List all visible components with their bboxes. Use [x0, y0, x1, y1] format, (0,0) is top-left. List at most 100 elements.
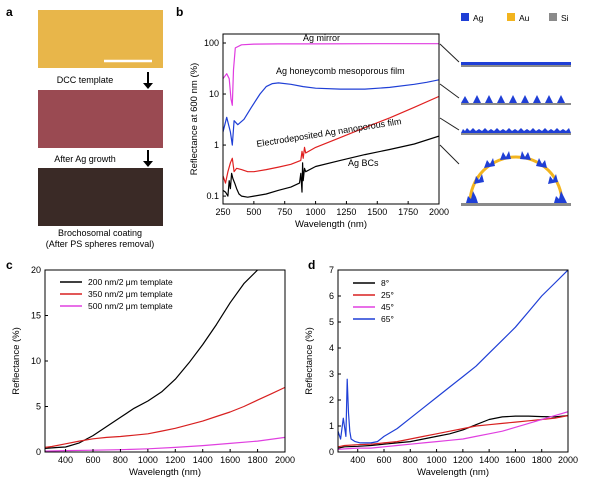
- step-label-dcc-template: DCC template: [57, 75, 114, 85]
- photo-dcc-template: [38, 10, 163, 68]
- photo-after-ag-growth: [38, 90, 163, 148]
- panel-c-letter: c: [6, 258, 13, 272]
- panel-b: b 250 500 750 1000 1250 1500 1750 2000 0.1 1 10 100…: [176, 5, 571, 230]
- legend-label: 500 nm/2 μm template: [88, 301, 173, 311]
- down-arrow-icon: [143, 72, 153, 89]
- connector-line: [439, 144, 460, 165]
- x-tick-label: 1500: [367, 207, 387, 217]
- legend-label: 25°: [381, 290, 394, 300]
- series-line-1-1: [45, 386, 285, 448]
- series-line-0-1: [223, 79, 439, 146]
- panel-d-letter: d: [308, 258, 315, 272]
- series-line-1-2: [45, 436, 285, 452]
- x-tick-label: 1800: [532, 455, 552, 465]
- ag-cluster: [474, 174, 484, 184]
- plot-frame: [337, 269, 569, 453]
- ag-nanoporous-layer: [461, 128, 571, 133]
- x-tick-label: 400: [58, 455, 73, 465]
- y-tick-label: 6: [329, 291, 334, 301]
- panel-d: d 400 600 800 1000 1200 1400 1600 1800 200001234…: [304, 258, 578, 478]
- y-tick-label: 0: [329, 447, 334, 457]
- step-label-brochosomal-coating: Brochosomal coating: [58, 228, 142, 238]
- y-tick-label: 0.1: [206, 191, 219, 201]
- x-axis-title: Wavelength (nm): [295, 219, 367, 230]
- series-line-2-0: [338, 415, 568, 449]
- schematic-honeycomb: [461, 95, 571, 105]
- x-tick-label: 750: [277, 207, 292, 217]
- schematic-ag-mirror: [461, 62, 571, 65]
- y-tick-label: 20: [31, 265, 41, 275]
- legend-au: Au: [519, 13, 530, 23]
- legend-label: 8°: [381, 278, 389, 288]
- x-tick-label: 1000: [427, 455, 447, 465]
- ag-cluster: [548, 174, 558, 184]
- y-tick-label: 5: [329, 317, 334, 327]
- legend-si: Si: [561, 13, 569, 23]
- series-line-2-1: [338, 415, 568, 448]
- legend-label: 65°: [381, 314, 394, 324]
- x-tick-label: 1800: [248, 455, 268, 465]
- x-tick-label: 1400: [193, 455, 213, 465]
- y-axis-title: Reflectance (%): [11, 327, 22, 395]
- y-tick-label: 1: [214, 140, 219, 150]
- connector-line: [439, 117, 460, 131]
- x-tick-label: 1000: [138, 455, 158, 465]
- y-tick-label: 4: [329, 343, 334, 353]
- schematic-si-substrate: [461, 65, 571, 67]
- x-tick-label: 400: [350, 455, 365, 465]
- x-tick-label: 250: [215, 207, 230, 217]
- ag-cluster: [554, 191, 567, 203]
- panel-b-letter: b: [176, 5, 183, 19]
- x-tick-label: 800: [403, 455, 418, 465]
- ag-cluster: [484, 158, 495, 168]
- x-tick-label: 1250: [336, 207, 356, 217]
- chart-b: 250 500 750 1000 1250 1500 1750 2000 0.1 1 10 100 Wa…: [189, 33, 449, 230]
- x-axis-title: Wavelength (nm): [417, 467, 489, 478]
- ag-honeycomb-layer: [461, 95, 571, 103]
- connector-line: [439, 83, 460, 99]
- y-tick-label: 5: [36, 402, 41, 412]
- ag-cluster: [520, 151, 531, 160]
- y-tick-label: 3: [329, 369, 334, 379]
- x-tick-label: 1600: [505, 455, 525, 465]
- au-swatch: [507, 13, 515, 21]
- plot-frame: [222, 33, 440, 205]
- chart-c: 400 600 800 1000 1200 1400 1600 1800 2000 0 5 10 15 2…: [11, 265, 295, 478]
- legend-label: 200 nm/2 μm template: [88, 277, 173, 287]
- x-tick-label: 600: [85, 455, 100, 465]
- legend-label: 45°: [381, 302, 394, 312]
- series-line-0-2: [223, 95, 439, 184]
- legend-label: 350 nm/2 μm template: [88, 289, 173, 299]
- x-tick-label: 1750: [398, 207, 418, 217]
- series-line-2-3: [338, 270, 568, 444]
- ag-cluster: [500, 151, 511, 160]
- legend-ag: Ag: [473, 13, 484, 23]
- x-tick-label: 800: [113, 455, 128, 465]
- x-tick-label: 1200: [165, 455, 185, 465]
- schematic-ag-bc: [461, 151, 571, 206]
- schematics: [439, 43, 571, 206]
- x-tick-label: 1000: [306, 207, 326, 217]
- panel-c: c 400 600 800 1000 1200 1400 1600 1800 2000 0 5 10 1…: [6, 258, 295, 478]
- series-line-0-0: [223, 43, 439, 106]
- down-arrow-icon: [143, 150, 153, 167]
- y-tick-label: 1: [329, 421, 334, 431]
- chart-d: 400 600 800 1000 1200 1400 1600 1800 2000 0 1 2 3 4 5 6…: [304, 265, 578, 478]
- au-shell: [468, 155, 564, 204]
- x-tick-label: 500: [246, 207, 261, 217]
- x-tick-label: 2000: [558, 455, 578, 465]
- step-label-after-ag-growth: After Ag growth: [54, 154, 116, 164]
- ag-cluster: [466, 191, 478, 203]
- photo-brochosomal-coating: [38, 168, 163, 226]
- annot-ag-bcs: Ag BCs: [348, 158, 379, 168]
- panel-b-annotations: Ag mirror Ag honeycomb mesoporous film E…: [256, 33, 405, 168]
- y-tick-label: 100: [204, 38, 219, 48]
- schematic-nanoporous: [461, 128, 571, 135]
- x-axis-title: Wavelength (nm): [129, 467, 201, 478]
- annot-electrodeposited: Electrodeposited Ag nanoporous film: [256, 116, 402, 149]
- panel-a-letter: a: [6, 5, 13, 19]
- series-line-2-2: [338, 411, 568, 450]
- x-tick-label: 1200: [453, 455, 473, 465]
- y-tick-label: 15: [31, 311, 41, 321]
- schematic-si-substrate: [461, 203, 571, 206]
